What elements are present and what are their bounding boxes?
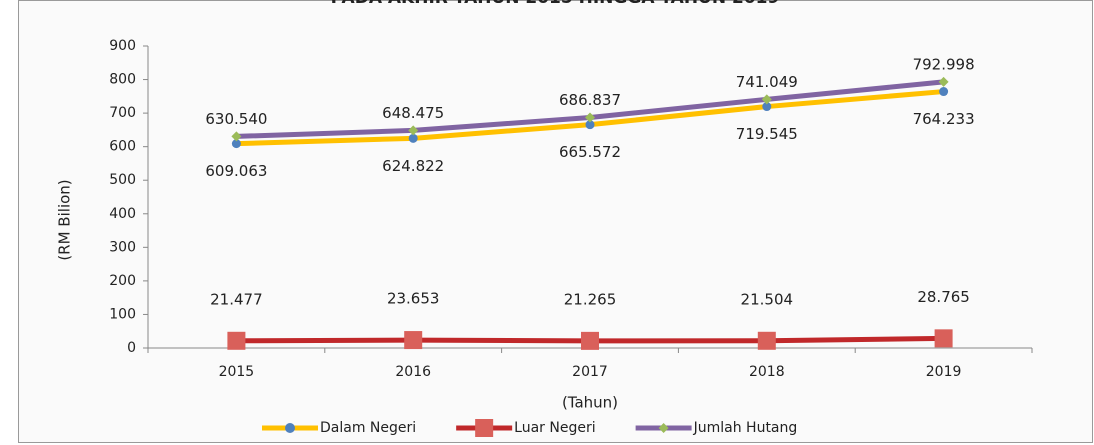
y-tick-label: 800 — [109, 72, 136, 88]
chart-title: PADA AKHIR TAHUN 2015 HINGGA TAHUN 2019 — [331, 0, 780, 8]
legend-label: Jumlah Hutang — [693, 420, 798, 436]
y-tick-label: 400 — [109, 206, 136, 222]
data-label: 21.477 — [210, 290, 263, 308]
y-tick-label: 300 — [109, 239, 136, 255]
data-label: 21.265 — [564, 290, 617, 308]
y-tick-label: 100 — [109, 306, 136, 322]
data-label: 21.504 — [741, 290, 794, 308]
data-point — [761, 94, 772, 105]
legend-label: Luar Negeri — [514, 420, 595, 436]
data-point — [408, 133, 418, 143]
x-axis-title: (Tahun) — [562, 394, 618, 412]
y-tick-label: 700 — [109, 105, 136, 121]
x-tick-label: 2018 — [749, 364, 785, 380]
data-label: 792.998 — [913, 55, 975, 73]
data-point — [934, 329, 953, 348]
chart-frame — [18, 0, 1093, 443]
data-label: 609.063 — [205, 162, 267, 180]
legend-marker — [475, 419, 494, 437]
data-label: 28.765 — [917, 288, 970, 306]
data-label: 624.822 — [382, 157, 444, 175]
data-point — [938, 76, 949, 87]
data-label: 686.837 — [559, 91, 621, 109]
data-label: 648.475 — [382, 104, 444, 122]
x-tick-label: 2015 — [219, 364, 255, 380]
data-point — [585, 120, 595, 130]
data-point — [757, 331, 776, 350]
data-label: 630.540 — [205, 110, 267, 128]
data-point — [404, 331, 423, 350]
data-label: 764.233 — [913, 110, 975, 128]
legend-marker — [285, 423, 295, 433]
y-tick-label: 200 — [109, 273, 136, 289]
data-label: 665.572 — [559, 143, 621, 161]
data-point — [227, 331, 246, 350]
x-tick-label: 2019 — [926, 364, 962, 380]
data-point — [231, 139, 241, 149]
data-point — [408, 125, 419, 136]
data-point — [939, 87, 949, 97]
data-point — [231, 131, 242, 142]
x-tick-label: 2017 — [572, 364, 608, 380]
y-axis-title: (RM Bilion) — [56, 179, 74, 260]
data-label: 741.049 — [736, 73, 798, 91]
data-label: 23.653 — [387, 290, 440, 308]
y-tick-label: 0 — [127, 340, 136, 356]
y-tick-label: 500 — [109, 172, 136, 188]
data-point — [762, 102, 772, 112]
legend-marker — [658, 423, 669, 433]
y-tick-label: 900 — [109, 38, 136, 54]
data-point — [585, 112, 595, 123]
x-tick-label: 2016 — [395, 364, 431, 380]
legend-label: Dalam Negeri — [320, 420, 416, 436]
data-label: 719.545 — [736, 125, 798, 143]
data-point — [581, 331, 599, 350]
y-tick-label: 600 — [109, 139, 136, 155]
